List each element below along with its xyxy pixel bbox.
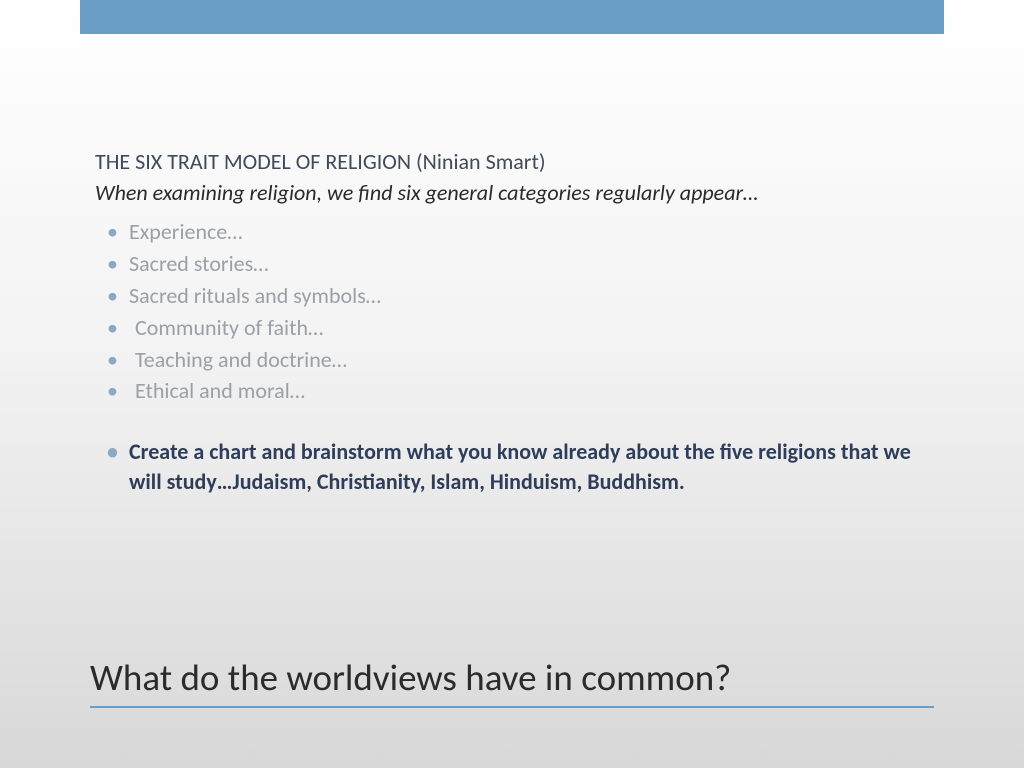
list-item: Ethical and moral… bbox=[95, 375, 954, 407]
list-spacer bbox=[95, 407, 954, 437]
title-underline bbox=[90, 706, 934, 708]
list-item: Teaching and doctrine… bbox=[95, 344, 954, 376]
accent-top-bar bbox=[80, 0, 944, 34]
bullet-list: Experience… Sacred stories… Sacred ritua… bbox=[95, 216, 954, 497]
list-item: Community of faith… bbox=[95, 312, 954, 344]
content-block: THE SIX TRAIT MODEL OF RELIGION (Ninian … bbox=[95, 148, 954, 497]
list-item: Sacred rituals and symbols… bbox=[95, 280, 954, 312]
list-item: Experience… bbox=[95, 216, 954, 248]
slide-title-region: What do the worldviews have in common? bbox=[90, 655, 934, 708]
slide-title: What do the worldviews have in common? bbox=[90, 655, 934, 706]
content-heading: THE SIX TRAIT MODEL OF RELIGION (Ninian … bbox=[95, 148, 954, 175]
list-item: Sacred stories… bbox=[95, 248, 954, 280]
content-subheading: When examining religion, we find six gen… bbox=[95, 179, 954, 206]
list-item-bold: Create a chart and brainstorm what you k… bbox=[95, 437, 954, 496]
